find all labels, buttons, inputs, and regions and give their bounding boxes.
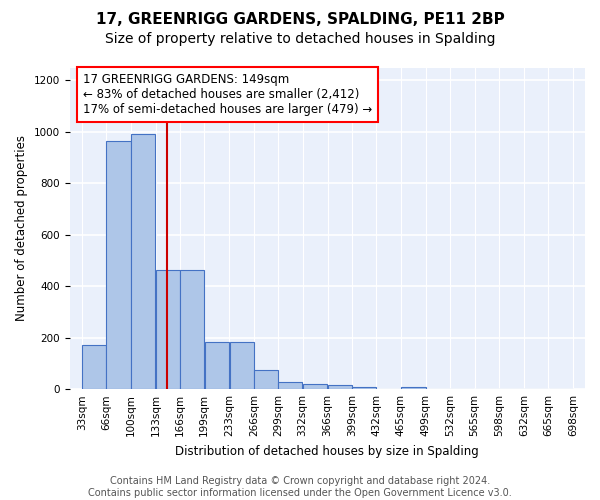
- Bar: [328, 384, 352, 389]
- Bar: [230, 342, 254, 389]
- Bar: [278, 382, 302, 389]
- Bar: [205, 342, 229, 389]
- Bar: [180, 270, 204, 389]
- X-axis label: Distribution of detached houses by size in Spalding: Distribution of detached houses by size …: [175, 444, 479, 458]
- Text: 17, GREENRIGG GARDENS, SPALDING, PE11 2BP: 17, GREENRIGG GARDENS, SPALDING, PE11 2B…: [95, 12, 505, 28]
- Text: Contains HM Land Registry data © Crown copyright and database right 2024.
Contai: Contains HM Land Registry data © Crown c…: [88, 476, 512, 498]
- Text: 17 GREENRIGG GARDENS: 149sqm
← 83% of detached houses are smaller (2,412)
17% of: 17 GREENRIGG GARDENS: 149sqm ← 83% of de…: [83, 72, 373, 116]
- Bar: [303, 384, 328, 389]
- Bar: [254, 370, 278, 389]
- Bar: [131, 134, 155, 389]
- Bar: [156, 270, 179, 389]
- Bar: [401, 386, 425, 389]
- Text: Size of property relative to detached houses in Spalding: Size of property relative to detached ho…: [105, 32, 495, 46]
- Bar: [352, 386, 376, 389]
- Bar: [82, 346, 106, 389]
- Bar: [106, 141, 131, 389]
- Y-axis label: Number of detached properties: Number of detached properties: [15, 136, 28, 322]
